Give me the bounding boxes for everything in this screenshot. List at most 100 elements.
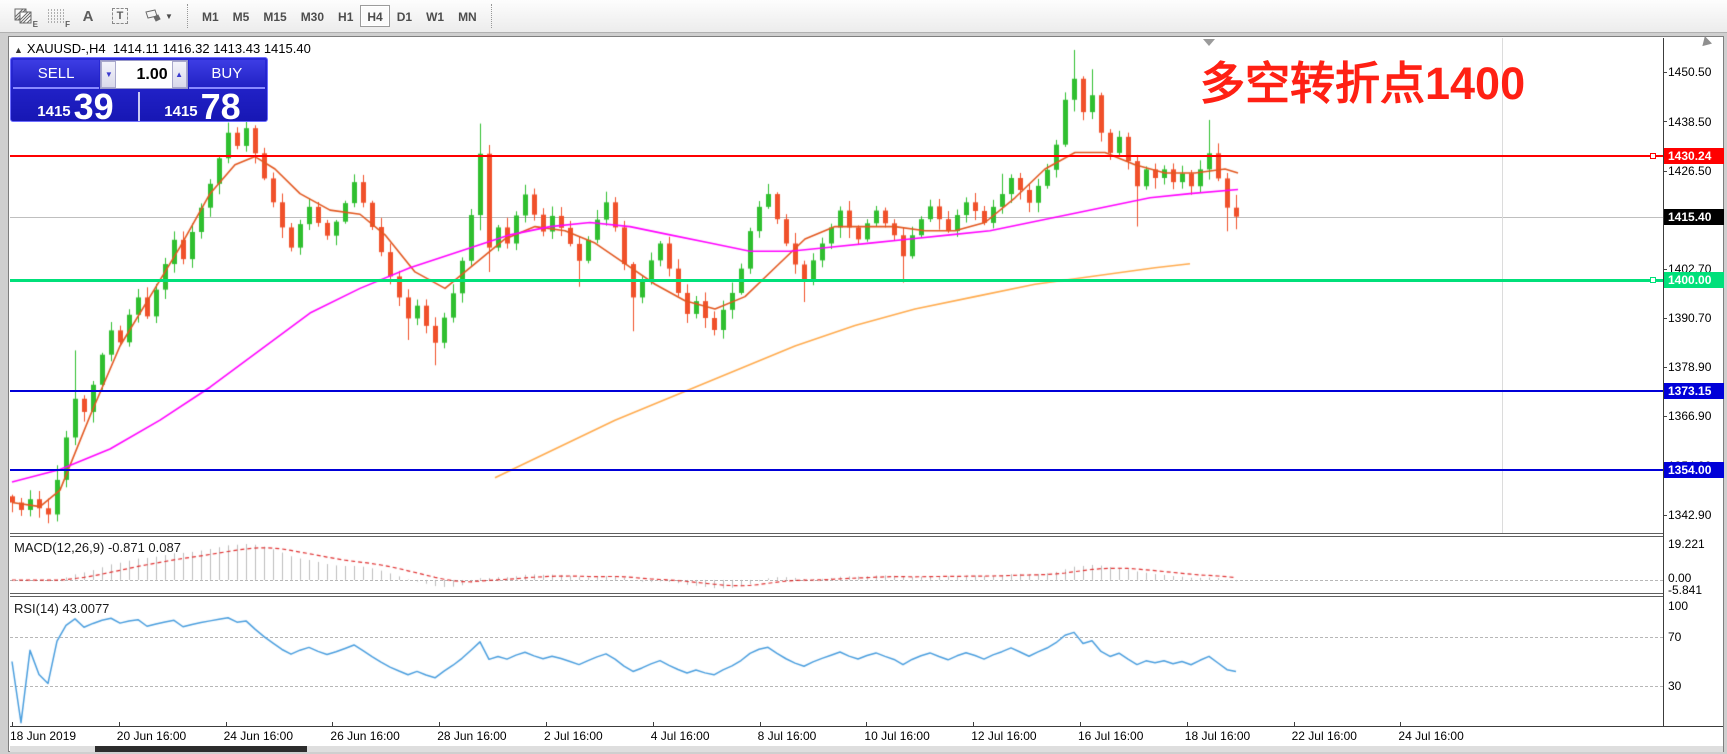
timeframe-button-mn[interactable]: MN <box>458 10 477 24</box>
rsi-indicator-label: RSI(14) 43.0077 <box>14 601 109 616</box>
line-end-marker[interactable] <box>1650 152 1656 159</box>
price-tick-label: 1438.50 <box>1668 114 1712 129</box>
trade-controls-row: SELL ▼ ▲ BUY <box>13 60 265 90</box>
time-tick <box>973 722 975 726</box>
time-label: 28 Jun 16:00 <box>437 729 507 743</box>
horizontal-line-1400.00[interactable] <box>10 278 1663 282</box>
horizontal-line-1354.00[interactable] <box>10 468 1663 471</box>
current-price-badge: 1415.40 <box>1664 208 1724 225</box>
icon-badge-e: E <box>32 20 38 29</box>
timeframe-button-m5[interactable]: M5 <box>232 10 250 24</box>
time-axis-line <box>10 726 1723 727</box>
sell-price-pips: 39 <box>73 86 114 127</box>
timeframe-group: M1 M5 M15 M30 H1 H4 D1 W1 MN <box>195 5 484 27</box>
timeframe-button-w1[interactable]: W1 <box>426 10 445 24</box>
sell-price-main: 1415 <box>37 103 71 120</box>
buy-button[interactable]: BUY <box>188 60 265 89</box>
volume-increase-button[interactable]: ▲ <box>171 61 187 88</box>
macd-name: MACD(12,26,9) <box>14 540 105 555</box>
buy-price-pips: 78 <box>200 86 241 127</box>
text-box-icon[interactable]: T <box>104 3 136 29</box>
price-tick <box>1663 317 1667 319</box>
timeframe-button-d1[interactable]: D1 <box>396 10 413 24</box>
timeframe-button-m30[interactable]: M30 <box>300 10 325 24</box>
buy-price[interactable]: 1415 78 <box>140 86 265 127</box>
line-end-marker[interactable] <box>1650 277 1656 284</box>
panel-separator[interactable] <box>10 593 1663 594</box>
timeframe-button-h4[interactable]: H4 <box>360 5 390 27</box>
price-tick-label: 1342.90 <box>1668 508 1712 523</box>
time-label: 24 Jul 16:00 <box>1398 729 1464 743</box>
toolbar: E F A T ▼ M1 M5 M15 M30 H1 H4 D <box>0 0 1727 33</box>
dropdown-caret-icon: ▼ <box>165 11 173 21</box>
time-tick <box>439 722 441 726</box>
chart-shift-marker-icon[interactable] <box>1203 39 1215 46</box>
time-label: 8 Jul 16:00 <box>757 729 817 743</box>
horizontal-line-1373.15[interactable] <box>10 389 1663 392</box>
close-value: 1415.40 <box>263 41 311 56</box>
candlestick-chart-canvas[interactable] <box>10 38 1663 726</box>
price-tick-label: 1390.70 <box>1668 311 1712 326</box>
ohlc-info-line: ▲ XAUUSD-,H4 1414.11 1416.32 1413.43 1415… <box>14 41 311 56</box>
open-value: 1414.11 <box>112 41 159 56</box>
price-axis-line <box>1663 38 1664 727</box>
indicator-axis-label: 30 <box>1668 679 1682 693</box>
time-label: 22 Jul 16:00 <box>1291 729 1357 743</box>
horizontal-scrollbar[interactable] <box>10 746 1723 752</box>
time-tick <box>12 722 13 726</box>
panel-separator[interactable] <box>10 533 1663 534</box>
time-label: 4 Jul 16:00 <box>650 729 710 743</box>
time-tick <box>1293 722 1295 726</box>
icon-badge-f: F <box>65 20 70 29</box>
volume-decrease-button[interactable]: ▼ <box>101 61 117 88</box>
chart-overlay-icon[interactable]: E <box>8 3 40 29</box>
time-tick <box>866 722 868 726</box>
grid-icon[interactable]: F <box>40 3 72 29</box>
one-click-trade-panel: SELL ▼ ▲ BUY 1415 39 1415 78 <box>10 57 268 127</box>
shapes-dropdown-icon[interactable]: ▼ <box>136 3 180 29</box>
rsi-value: 43.0077 <box>62 601 110 616</box>
price-tick-label: 1426.50 <box>1668 164 1712 179</box>
price-tick-label: 1378.90 <box>1668 360 1712 375</box>
price-tick <box>1663 366 1667 368</box>
text-box-icon-label: T <box>111 8 129 24</box>
price-tick <box>1663 71 1667 73</box>
sell-button[interactable]: SELL <box>13 60 100 89</box>
price-tick <box>1663 170 1667 172</box>
trade-prices-row: 1415 39 1415 78 <box>13 86 265 127</box>
tick-direction-icon: ▲ <box>14 45 23 55</box>
macd-values: -0.871 0.087 <box>107 540 181 555</box>
support-1373-badge: 1373.15 <box>1664 382 1724 399</box>
timeframe-button-h1[interactable]: H1 <box>338 10 354 24</box>
toolbar-separator <box>187 4 188 28</box>
time-label: 16 Jul 16:00 <box>1078 729 1144 743</box>
timeframe-button-m1[interactable]: M1 <box>202 10 219 24</box>
time-tick <box>1400 722 1402 726</box>
time-tick <box>1080 722 1081 726</box>
time-label: 2 Jul 16:00 <box>544 729 603 743</box>
volume-input[interactable] <box>116 61 172 88</box>
time-tick <box>759 722 761 726</box>
rsi-name: RSI(14) <box>14 601 59 616</box>
high-value: 1416.32 <box>162 41 210 56</box>
font-icon[interactable]: A <box>72 3 104 29</box>
font-icon-label: A <box>82 7 94 25</box>
scrollbar-thumb[interactable] <box>95 746 307 752</box>
panel-separator[interactable] <box>10 536 1663 537</box>
macd-indicator-label: MACD(12,26,9) -0.871 0.087 <box>14 540 181 555</box>
indicator-axis-label: 70 <box>1668 630 1682 644</box>
time-tick <box>225 722 227 726</box>
time-label: 20 Jun 16:00 <box>116 729 187 743</box>
time-label: 12 Jul 16:00 <box>971 729 1037 743</box>
chart-text-annotation[interactable]: 多空转折点1400 <box>1200 58 1526 109</box>
horizontal-line-1430.24[interactable] <box>10 154 1663 157</box>
volume-stepper: ▼ ▲ <box>100 60 188 89</box>
price-tick <box>1663 121 1667 123</box>
support-1400-badge: 1400.00 <box>1664 272 1724 289</box>
sell-price[interactable]: 1415 39 <box>13 86 138 127</box>
timeframe-button-m15[interactable]: M15 <box>263 10 287 24</box>
panel-separator[interactable] <box>10 596 1663 597</box>
buy-price-main: 1415 <box>164 103 198 120</box>
time-label: 10 Jul 16:00 <box>864 729 930 743</box>
